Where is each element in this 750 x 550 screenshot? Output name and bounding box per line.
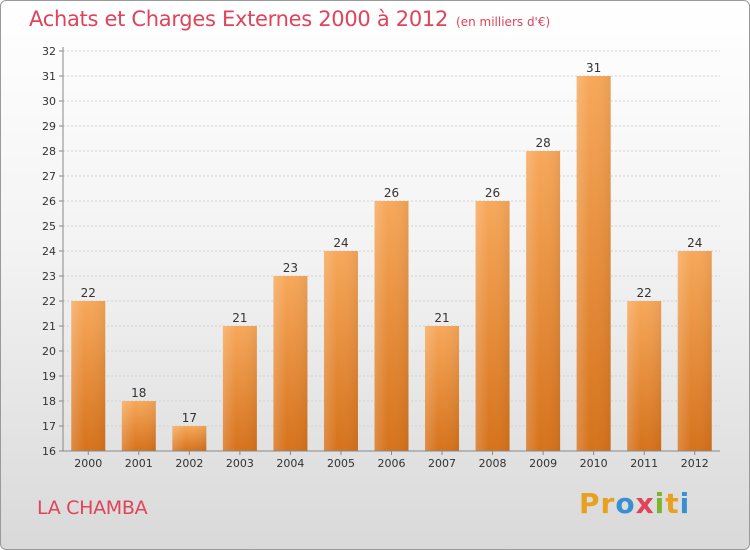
bar-shine [273, 276, 308, 451]
logo-letter: i [679, 487, 691, 520]
x-tick-label: 2007 [428, 457, 456, 470]
data-label: 26 [485, 186, 500, 200]
data-label: 21 [434, 311, 449, 325]
data-label: 22 [81, 286, 96, 300]
y-tick-label: 27 [42, 170, 56, 183]
axes [62, 47, 720, 452]
x-tick-label: 2009 [529, 457, 557, 470]
bar-shine [576, 76, 611, 451]
x-tick-label: 2008 [479, 457, 507, 470]
bar-shine [323, 251, 358, 451]
y-tick-label: 16 [42, 445, 56, 458]
y-tick-label: 31 [42, 70, 56, 83]
data-label: 22 [637, 286, 652, 300]
y-tick-label: 32 [42, 45, 56, 58]
x-tick-label: 2003 [226, 457, 254, 470]
bar-shine [627, 301, 662, 451]
bar-shine [172, 426, 207, 451]
bar-shine [677, 251, 712, 451]
y-tick-label: 19 [42, 370, 56, 383]
logo-letter: i [654, 487, 666, 520]
y-tick-label: 28 [42, 145, 56, 158]
data-label: 17 [182, 411, 197, 425]
x-tick-label: 2004 [276, 457, 304, 470]
data-label: 24 [687, 236, 702, 250]
data-label: 31 [586, 61, 601, 75]
logo-letter: P [579, 487, 601, 520]
logo-letter: r [600, 487, 616, 520]
x-tick-label: 2010 [580, 457, 608, 470]
y-tick-label: 22 [42, 295, 56, 308]
bar-shine [121, 401, 156, 451]
y-tick-label: 26 [42, 195, 56, 208]
y-tick-label: 21 [42, 320, 56, 333]
bar-shine [71, 301, 106, 451]
bar-shine [526, 151, 561, 451]
data-label: 23 [283, 261, 298, 275]
data-label: 26 [384, 186, 399, 200]
bar-shine [374, 201, 409, 451]
y-tick-label: 17 [42, 420, 56, 433]
x-tick-label: 2000 [74, 457, 102, 470]
data-label: 24 [333, 236, 348, 250]
y-tick-label: 23 [42, 270, 56, 283]
logo-letter: o [615, 487, 636, 520]
y-tick-label: 30 [42, 95, 56, 108]
unit-label: (en milliers d'€) [456, 15, 551, 29]
bar-shine [425, 326, 460, 451]
x-tick-label: 2006 [378, 457, 406, 470]
data-label: 21 [232, 311, 247, 325]
data-label: 18 [131, 386, 146, 400]
x-axis-ticks: 2000 2001 2002 2003 2004 2005 2006 2007 2008 2009… [74, 451, 709, 470]
x-tick-label: 2001 [125, 457, 153, 470]
logo-letter: x [635, 487, 655, 520]
x-tick-label: 2012 [681, 457, 709, 470]
bar-shine [222, 326, 257, 451]
proxiti-logo[interactable]: Proxiti [579, 487, 690, 520]
y-tick-label: 29 [42, 120, 56, 133]
chart-title: Achats et Charges Externes 2000 à 2012 (e… [29, 7, 550, 31]
x-tick-label: 2011 [630, 457, 658, 470]
x-tick-label: 2005 [327, 457, 355, 470]
bar-shine [475, 201, 510, 451]
x-tick-label: 2002 [175, 457, 203, 470]
y-tick-label: 24 [42, 245, 56, 258]
place-name: LA CHAMBA [37, 497, 148, 519]
y-tick-label: 18 [42, 395, 56, 408]
y-tick-label: 25 [42, 220, 56, 233]
bars-group: 22 18 17 21 23 24 26 21 26 28 31 22 24 [71, 61, 712, 451]
chart-title-text: Achats et Charges Externes 2000 à 2012 [29, 7, 449, 31]
logo-letter: t [665, 487, 680, 520]
y-tick-label: 20 [42, 345, 56, 358]
y-axis-ticks: 16 17 18 19 20 21 22 23 24 25 26 27 28 29 30 31 32 [42, 45, 63, 458]
data-label: 28 [535, 136, 550, 150]
